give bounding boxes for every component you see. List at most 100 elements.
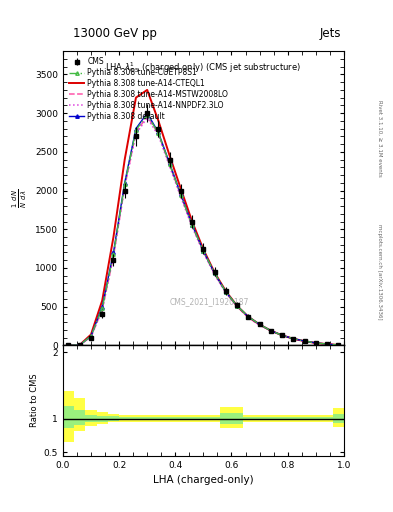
Pythia 8.308 tune-A14-NNPDF2.3LO — [145, 115, 150, 121]
Pythia 8.308 tune-A14-MSTW2008LO — [201, 249, 206, 255]
Pythia 8.308 tune-CUETP8S1 — [100, 305, 105, 311]
Pythia 8.308 tune-A14-MSTW2008LO — [257, 322, 262, 328]
X-axis label: LHA (charged-only): LHA (charged-only) — [153, 475, 254, 485]
Pythia 8.308 default — [291, 335, 296, 342]
Text: Rivet 3.1.10, ≥ 3.1M events: Rivet 3.1.10, ≥ 3.1M events — [377, 100, 382, 177]
Pythia 8.308 tune-A14-CTEQL1 — [66, 343, 71, 349]
Pythia 8.308 tune-A14-MSTW2008LO — [145, 113, 150, 119]
Line: Pythia 8.308 tune-A14-NNPDF2.3LO: Pythia 8.308 tune-A14-NNPDF2.3LO — [68, 118, 338, 346]
Pythia 8.308 tune-A14-MSTW2008LO — [291, 336, 296, 342]
Pythia 8.308 tune-A14-MSTW2008LO — [235, 304, 239, 310]
Pythia 8.308 tune-CUETP8S1 — [235, 303, 239, 309]
Pythia 8.308 tune-CUETP8S1 — [224, 289, 228, 295]
Pythia 8.308 default — [89, 333, 94, 339]
Pythia 8.308 tune-A14-NNPDF2.3LO — [77, 342, 82, 348]
Pythia 8.308 tune-A14-MSTW2008LO — [314, 340, 318, 346]
Pythia 8.308 tune-CUETP8S1 — [314, 340, 318, 346]
Pythia 8.308 default — [156, 130, 161, 136]
Pythia 8.308 tune-A14-CTEQL1 — [178, 186, 183, 192]
Pythia 8.308 default — [190, 222, 195, 228]
Pythia 8.308 tune-A14-MSTW2008LO — [280, 332, 285, 338]
Pythia 8.308 tune-A14-NNPDF2.3LO — [212, 272, 217, 278]
Pythia 8.308 tune-A14-MSTW2008LO — [134, 130, 138, 136]
Pythia 8.308 tune-CUETP8S1 — [134, 127, 138, 133]
Pythia 8.308 tune-A14-CTEQL1 — [145, 87, 150, 93]
Pythia 8.308 tune-CUETP8S1 — [156, 130, 161, 136]
Pythia 8.308 tune-A14-MSTW2008LO — [190, 223, 195, 229]
Pythia 8.308 tune-A14-NNPDF2.3LO — [235, 304, 239, 310]
Pythia 8.308 tune-CUETP8S1 — [167, 161, 172, 167]
Pythia 8.308 tune-A14-CTEQL1 — [302, 338, 307, 344]
Pythia 8.308 tune-A14-CTEQL1 — [257, 322, 262, 328]
Pythia 8.308 tune-A14-CTEQL1 — [134, 95, 138, 101]
Pythia 8.308 tune-A14-CTEQL1 — [268, 328, 273, 334]
Pythia 8.308 tune-A14-MSTW2008LO — [224, 290, 228, 296]
Pythia 8.308 tune-A14-NNPDF2.3LO — [246, 314, 251, 321]
Pythia 8.308 tune-A14-NNPDF2.3LO — [224, 290, 228, 296]
Pythia 8.308 tune-A14-NNPDF2.3LO — [257, 322, 262, 328]
Pythia 8.308 default — [302, 338, 307, 344]
Pythia 8.308 tune-CUETP8S1 — [178, 192, 183, 198]
Pythia 8.308 tune-A14-NNPDF2.3LO — [280, 332, 285, 338]
Pythia 8.308 tune-A14-MSTW2008LO — [336, 342, 341, 348]
Pythia 8.308 tune-A14-NNPDF2.3LO — [201, 249, 206, 255]
Pythia 8.308 tune-A14-NNPDF2.3LO — [325, 341, 329, 347]
Pythia 8.308 tune-A14-NNPDF2.3LO — [268, 328, 273, 334]
Pythia 8.308 default — [212, 270, 217, 276]
Pythia 8.308 tune-A14-NNPDF2.3LO — [178, 195, 183, 201]
Pythia 8.308 default — [257, 322, 262, 328]
Line: Pythia 8.308 tune-CUETP8S1: Pythia 8.308 tune-CUETP8S1 — [67, 113, 340, 347]
Text: CMS_2021_I1920187: CMS_2021_I1920187 — [169, 297, 249, 306]
Pythia 8.308 tune-A14-CTEQL1 — [314, 340, 318, 346]
Pythia 8.308 default — [268, 328, 273, 334]
Pythia 8.308 default — [201, 248, 206, 254]
Pythia 8.308 tune-A14-CTEQL1 — [167, 153, 172, 159]
Pythia 8.308 default — [336, 342, 341, 348]
Pythia 8.308 default — [122, 180, 127, 186]
Pythia 8.308 tune-A14-CTEQL1 — [190, 219, 195, 225]
Pythia 8.308 tune-A14-MSTW2008LO — [178, 193, 183, 199]
Pythia 8.308 tune-A14-CTEQL1 — [235, 303, 239, 309]
Pythia 8.308 tune-CUETP8S1 — [246, 314, 251, 320]
Pythia 8.308 tune-CUETP8S1 — [325, 341, 329, 347]
Pythia 8.308 tune-A14-MSTW2008LO — [246, 314, 251, 321]
Pythia 8.308 tune-CUETP8S1 — [111, 251, 116, 257]
Pythia 8.308 tune-A14-NNPDF2.3LO — [134, 131, 138, 137]
Pythia 8.308 tune-A14-NNPDF2.3LO — [100, 307, 105, 313]
Pythia 8.308 tune-CUETP8S1 — [268, 328, 273, 334]
Line: Pythia 8.308 tune-A14-CTEQL1: Pythia 8.308 tune-A14-CTEQL1 — [68, 90, 338, 346]
Pythia 8.308 tune-CUETP8S1 — [302, 338, 307, 344]
Pythia 8.308 tune-A14-CTEQL1 — [246, 314, 251, 320]
Pythia 8.308 default — [100, 304, 105, 310]
Pythia 8.308 tune-A14-CTEQL1 — [100, 297, 105, 304]
Pythia 8.308 tune-A14-CTEQL1 — [122, 157, 127, 163]
Pythia 8.308 tune-A14-MSTW2008LO — [212, 271, 217, 277]
Pythia 8.308 tune-A14-CTEQL1 — [111, 234, 116, 240]
Pythia 8.308 default — [134, 125, 138, 132]
Pythia 8.308 tune-A14-MSTW2008LO — [66, 343, 71, 349]
Pythia 8.308 tune-CUETP8S1 — [336, 342, 341, 348]
Pythia 8.308 default — [246, 314, 251, 320]
Pythia 8.308 tune-CUETP8S1 — [66, 343, 71, 349]
Pythia 8.308 tune-CUETP8S1 — [77, 342, 82, 348]
Text: 13000 GeV pp: 13000 GeV pp — [73, 27, 156, 40]
Pythia 8.308 tune-A14-CTEQL1 — [336, 342, 341, 348]
Pythia 8.308 tune-A14-NNPDF2.3LO — [167, 163, 172, 169]
Pythia 8.308 tune-A14-CTEQL1 — [325, 341, 329, 347]
Pythia 8.308 tune-A14-MSTW2008LO — [268, 328, 273, 334]
Legend: CMS, Pythia 8.308 tune-CUETP8S1, Pythia 8.308 tune-A14-CTEQL1, Pythia 8.308 tune: CMS, Pythia 8.308 tune-CUETP8S1, Pythia … — [67, 55, 230, 123]
Pythia 8.308 tune-A14-NNPDF2.3LO — [111, 253, 116, 260]
Pythia 8.308 tune-A14-MSTW2008LO — [167, 162, 172, 168]
Pythia 8.308 tune-A14-CTEQL1 — [201, 246, 206, 252]
Text: Jets: Jets — [320, 27, 341, 40]
Pythia 8.308 tune-CUETP8S1 — [212, 270, 217, 276]
Pythia 8.308 tune-A14-NNPDF2.3LO — [89, 334, 94, 340]
Pythia 8.308 tune-A14-MSTW2008LO — [89, 334, 94, 340]
Pythia 8.308 tune-A14-CTEQL1 — [156, 118, 161, 124]
Pythia 8.308 tune-A14-NNPDF2.3LO — [190, 224, 195, 230]
Pythia 8.308 default — [145, 110, 150, 116]
Pythia 8.308 default — [66, 343, 71, 349]
Pythia 8.308 tune-CUETP8S1 — [291, 335, 296, 342]
Pythia 8.308 tune-A14-CTEQL1 — [77, 342, 82, 348]
Pythia 8.308 tune-A14-CTEQL1 — [224, 288, 228, 294]
